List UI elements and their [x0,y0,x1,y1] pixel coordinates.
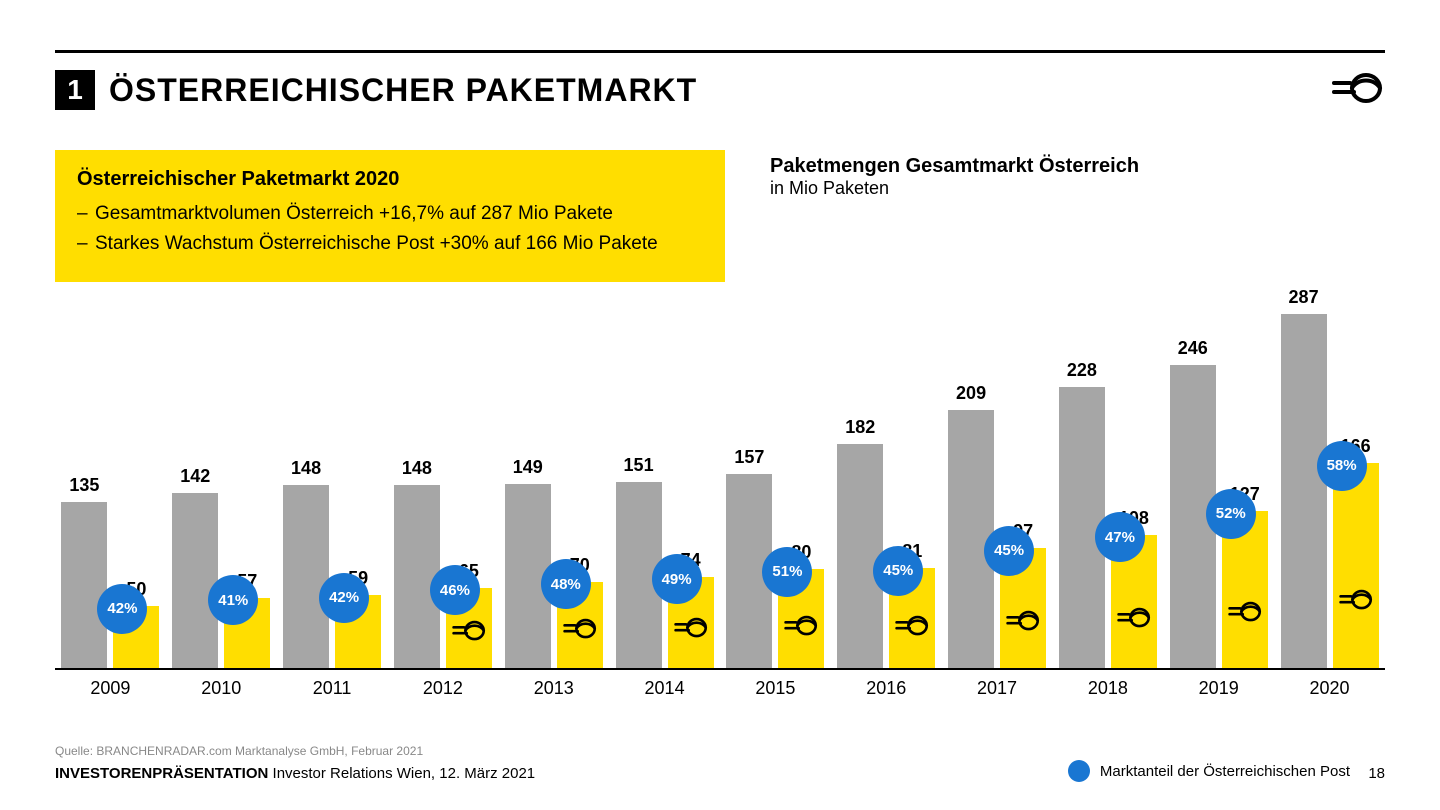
section-number-box: 1 [55,70,95,110]
bar-total-label: 209 [948,383,994,404]
bar-total-label: 142 [172,466,218,487]
bar-total-label: 246 [1170,338,1216,359]
share-circle: 46% [430,565,480,615]
share-circle: 45% [984,526,1034,576]
x-tick-label: 2017 [942,670,1053,710]
x-tick-label: 2019 [1163,670,1274,710]
x-tick-label: 2015 [720,670,831,710]
bar-total-label: 228 [1059,360,1105,381]
bar-total [1281,314,1327,668]
top-divider [55,50,1385,53]
bar-total [61,502,107,669]
x-tick-label: 2018 [1052,670,1163,710]
slide: 1 ÖSTERREICHISCHER PAKETMARKT Österreich… [0,0,1440,810]
share-circle: 48% [541,559,591,609]
share-circle: 58% [1317,441,1367,491]
share-circle: 51% [762,547,812,597]
legend-label: Marktanteil der Österreichischen Post [1100,763,1350,780]
share-circle: 52% [1206,489,1256,539]
post-logo-icon [451,618,487,648]
post-logo-icon [1116,605,1152,635]
share-circle: 42% [97,584,147,634]
bar-total [283,485,329,668]
post-logo-icon [673,615,709,645]
bar-total-label: 151 [616,455,662,476]
bar-total-label: 135 [61,475,107,496]
bar-chart: 1355042%1425741%1485942%1486546% 1497048… [55,300,1385,710]
chart-subtitle: in Mio Paketen [770,178,1139,199]
bar-total [837,444,883,668]
x-tick-label: 2010 [166,670,277,710]
page-number: 18 [1368,765,1385,782]
post-logo-icon [1227,599,1263,629]
footer-bold: INVESTORENPRÄSENTATION [55,765,268,782]
bar-total-label: 148 [394,458,440,479]
post-logo-icon [1005,608,1041,638]
legend: Marktanteil der Österreichischen Post [1068,760,1350,782]
highlight-title: Österreichischer Paketmarkt 2020 [77,168,703,191]
share-circle: 47% [1095,512,1145,562]
highlight-bullet: Starkes Wachstum Österreichische Post +3… [77,231,703,257]
bar-total [172,493,218,668]
post-logo-icon [1338,587,1374,617]
x-tick-label: 2014 [609,670,720,710]
bar-total-label: 148 [283,458,329,479]
x-tick-label: 2020 [1274,670,1385,710]
chart-title-block: Paketmengen Gesamtmarkt Österreich in Mi… [770,155,1139,199]
bar-post [1333,463,1379,668]
x-tick-label: 2016 [831,670,942,710]
highlight-bullet: Gesamtmarktvolumen Österreich +16,7% auf… [77,201,703,227]
post-logo-icon [1330,70,1385,111]
bar-total-label: 182 [837,417,883,438]
share-circle: 42% [319,573,369,623]
highlight-bullets: Gesamtmarktvolumen Österreich +16,7% auf… [77,201,703,256]
plot-area: 1355042%1425741%1485942%1486546% 1497048… [55,300,1385,670]
footer-text: INVESTORENPRÄSENTATION Investor Relation… [55,765,535,782]
page-title: ÖSTERREICHISCHER PAKETMARKT [109,72,697,109]
x-axis: 2009201020112012201320142015201620172018… [55,670,1385,710]
post-logo-icon [783,613,819,643]
source-note: Quelle: BRANCHENRADAR.com Marktanalyse G… [55,744,423,758]
share-circle: 45% [873,546,923,596]
highlight-box: Österreichischer Paketmarkt 2020 Gesamtm… [55,150,725,282]
x-tick-label: 2009 [55,670,166,710]
post-logo-icon [562,616,598,646]
footer-rest: Investor Relations Wien, 12. März 2021 [268,765,535,782]
share-circle: 49% [652,554,702,604]
x-tick-label: 2012 [387,670,498,710]
bar-total-label: 149 [505,457,551,478]
post-logo-icon [894,613,930,643]
x-tick-label: 2013 [498,670,609,710]
bar-total-label: 287 [1281,287,1327,308]
chart-title: Paketmengen Gesamtmarkt Österreich [770,155,1139,178]
x-tick-label: 2011 [277,670,388,710]
title-row: 1 ÖSTERREICHISCHER PAKETMARKT [55,70,697,110]
legend-dot-icon [1068,760,1090,782]
bar-total-label: 157 [726,447,772,468]
